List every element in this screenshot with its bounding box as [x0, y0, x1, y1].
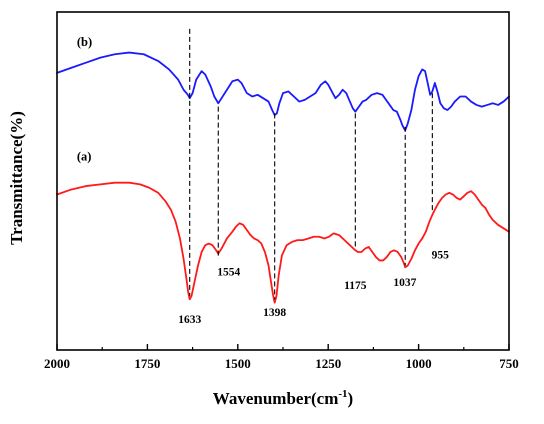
- peak-label-1037: 1037: [393, 277, 416, 289]
- x-axis-title-exponent: -1: [338, 388, 347, 400]
- x-tick-label: 2000: [44, 356, 70, 371]
- peak-label-1554: 1554: [217, 267, 240, 279]
- series-group: [56, 51, 510, 304]
- x-tick-label: 750: [499, 356, 519, 371]
- peak-label-1175: 1175: [344, 280, 367, 292]
- x-tick-label: 1750: [134, 356, 160, 371]
- x-tick-label: 1500: [225, 356, 251, 371]
- peak-label-1398: 1398: [263, 307, 286, 319]
- x-axis-title-end: ): [348, 389, 354, 408]
- peak-markers: 1633 1554 1398 1175 1037 955: [178, 28, 450, 326]
- peak-label-955: 955: [432, 250, 450, 262]
- peak-label-1633: 1633: [178, 314, 201, 326]
- series-line-b: [56, 51, 510, 132]
- y-axis-title: Transmittance(%): [7, 111, 26, 245]
- x-tick-label: 1250: [315, 356, 341, 371]
- series-tag-b: (b): [77, 35, 92, 49]
- x-axis-title: Wavenumber(cm-1): [213, 388, 353, 408]
- series-tags: (b) (a): [77, 35, 92, 164]
- series-line-a: [56, 181, 510, 304]
- plot-frame: [56, 11, 510, 351]
- x-axis-title-main: Wavenumber(cm: [213, 389, 339, 408]
- series-tag-a: (a): [77, 150, 92, 164]
- axes: 2000 1750 1500 1250 1000 750: [44, 11, 519, 371]
- x-tick-label: 1000: [406, 356, 432, 371]
